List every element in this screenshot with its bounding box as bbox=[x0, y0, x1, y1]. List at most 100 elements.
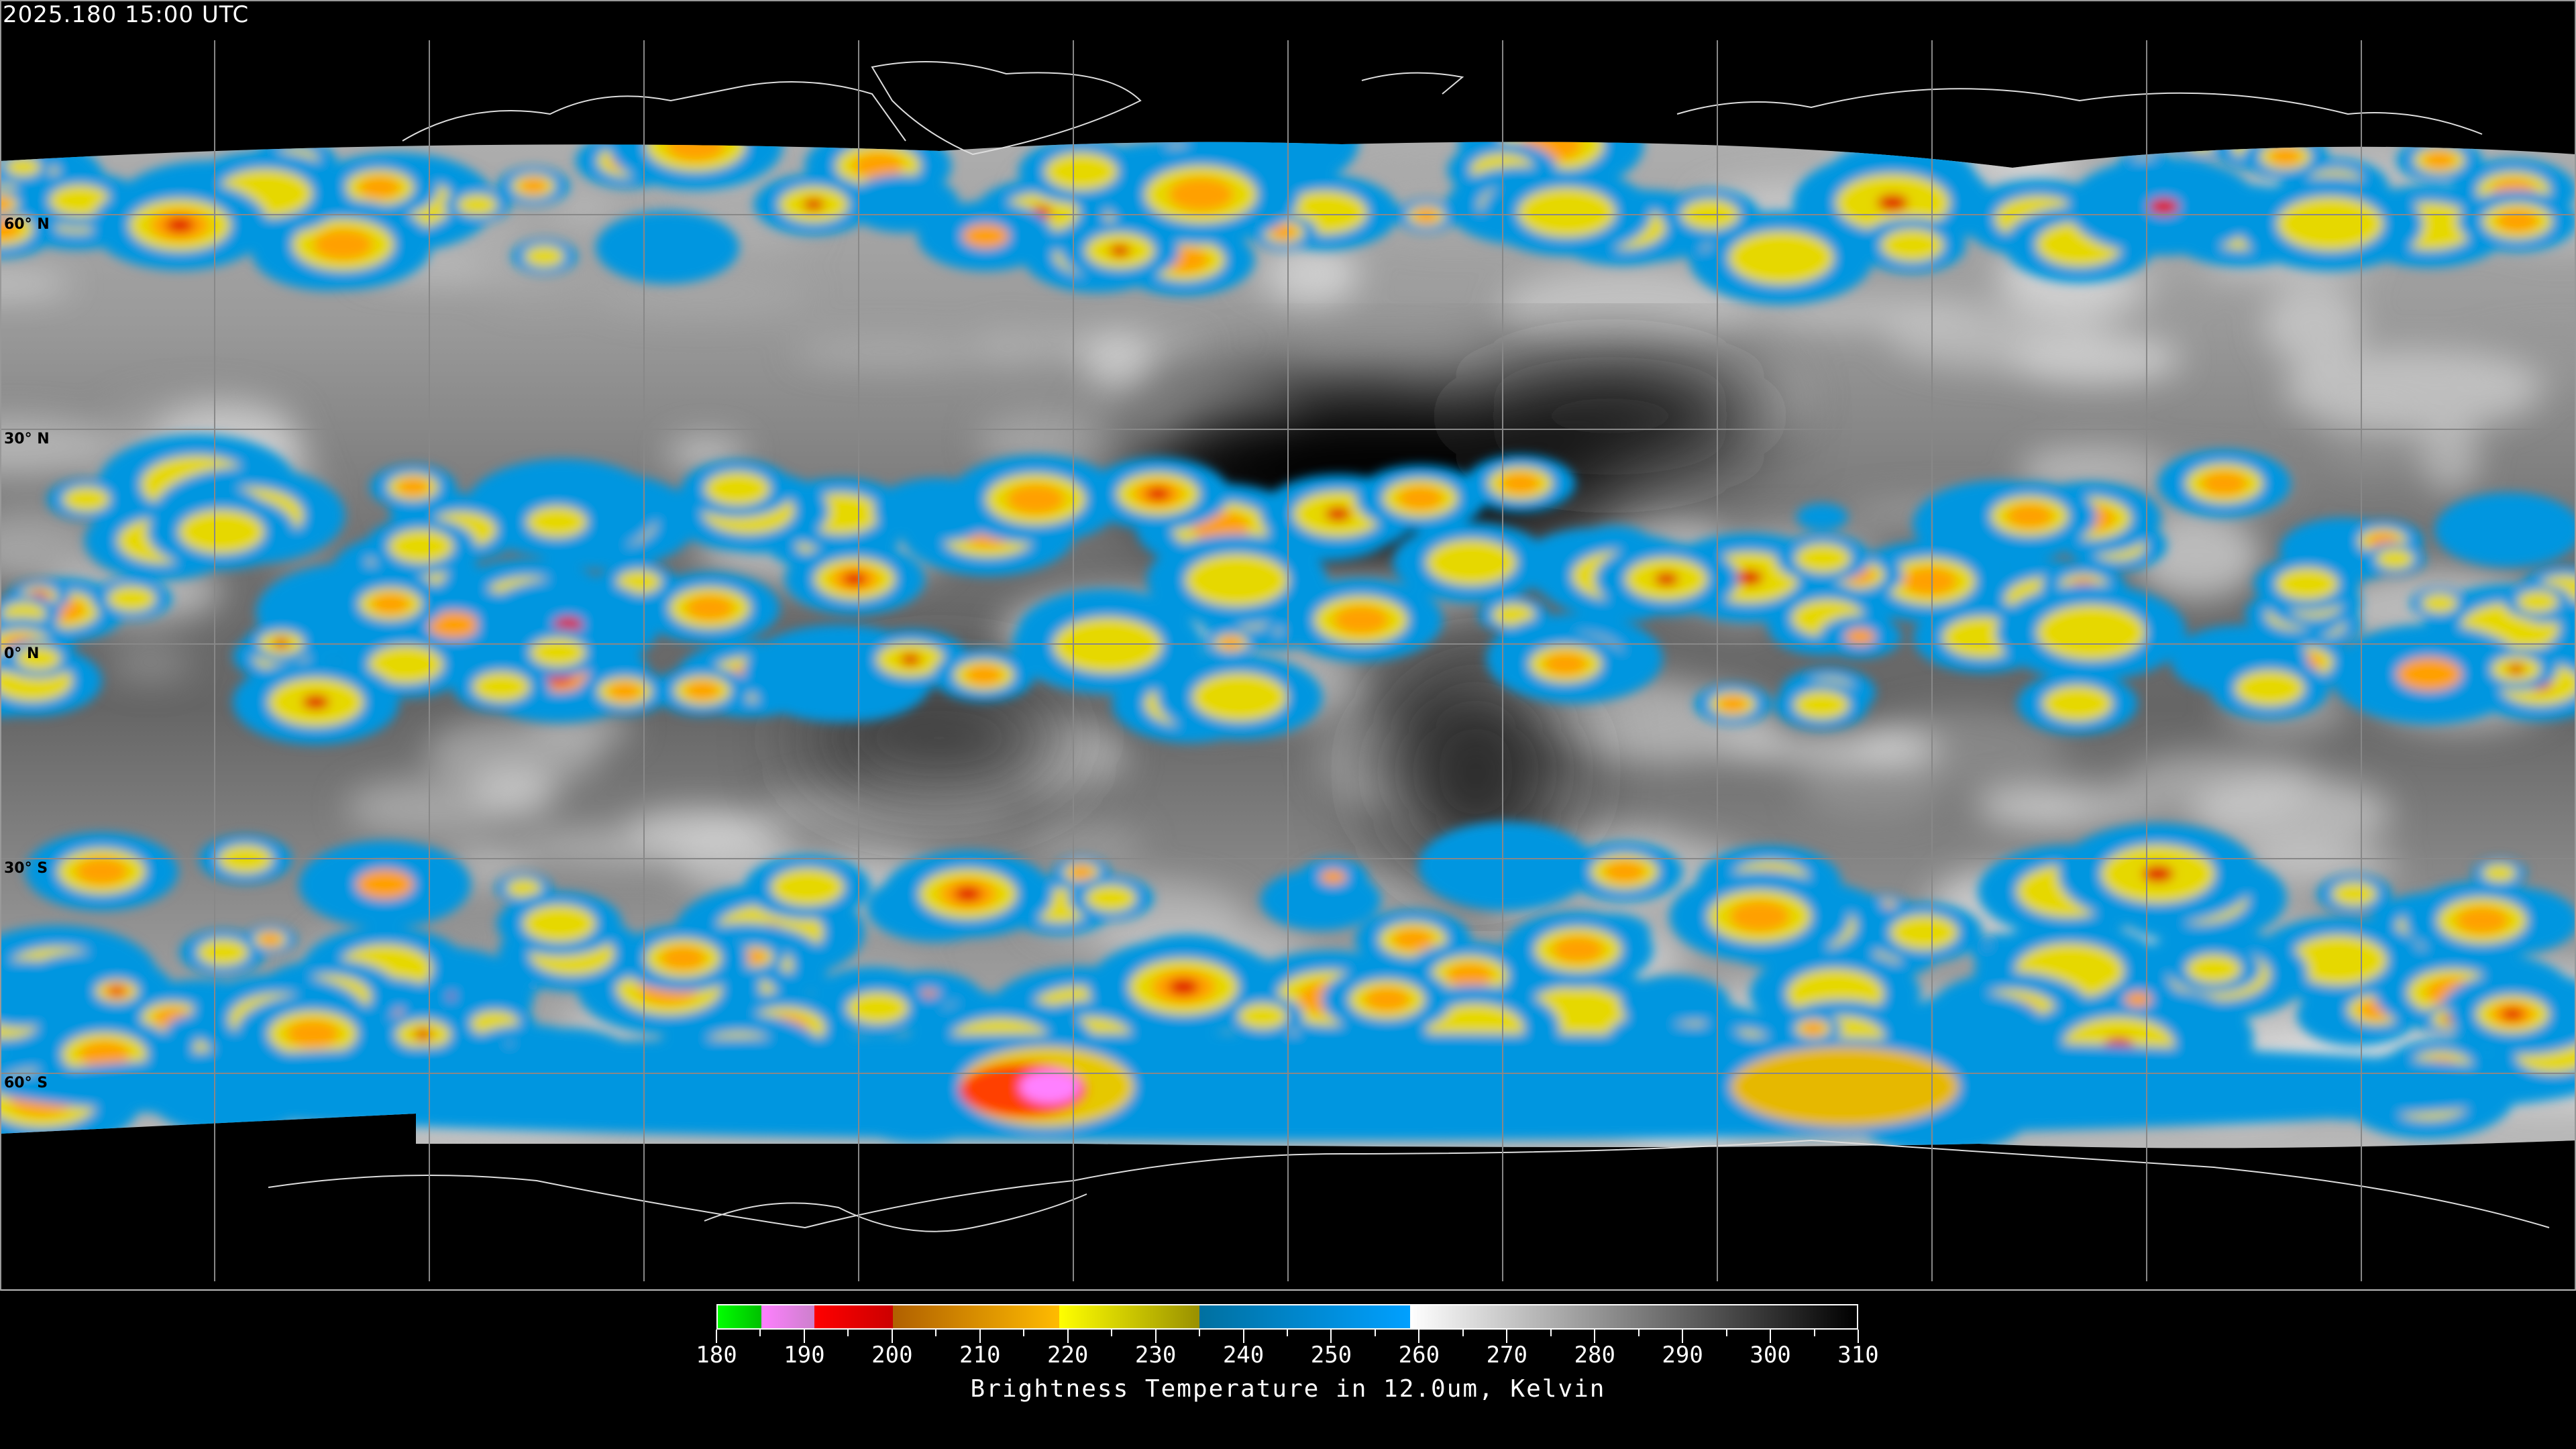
cloud-cold-top bbox=[0, 960, 90, 1028]
colorbar-tick-label: 200 bbox=[871, 1342, 913, 1368]
colorbar-title: Brightness Temperature in 12.0um, Kelvin bbox=[970, 1375, 1606, 1403]
cloud-cold-top bbox=[16, 647, 61, 671]
colorbar-segment-259-310 bbox=[1409, 1305, 1857, 1328]
cloud-cold-top bbox=[1168, 177, 1234, 212]
lat-label-30s: 30° S bbox=[4, 860, 48, 877]
colorbar-tick bbox=[847, 1330, 849, 1336]
cloud-gray bbox=[345, 778, 511, 837]
cloud-cold-top bbox=[1654, 572, 1679, 586]
cloud-cold-top bbox=[666, 142, 725, 162]
colorbar bbox=[716, 1304, 1858, 1330]
cloud-cold-top bbox=[1085, 884, 1136, 912]
cloud-cold-top bbox=[107, 586, 156, 612]
cloud-cold-top bbox=[1220, 637, 1242, 649]
cloud-gray bbox=[1027, 820, 1142, 871]
cloud-gray bbox=[2192, 775, 2393, 853]
cloud-gray bbox=[2420, 422, 2480, 492]
cloud-cold-top bbox=[368, 645, 443, 684]
colorbar-tick bbox=[1199, 1330, 1201, 1336]
colorbar-tick-label: 210 bbox=[959, 1342, 1001, 1368]
cloud-cold-top bbox=[2201, 471, 2247, 496]
cloud-cold-top bbox=[965, 665, 1002, 685]
cloud-gray bbox=[2131, 514, 2262, 600]
cloud-cold-top bbox=[1393, 928, 1434, 951]
cloud-cold-top bbox=[1446, 963, 1493, 988]
cloud-cold-top bbox=[1517, 187, 1615, 237]
cloud-gray bbox=[552, 195, 616, 222]
cloud-cold-top bbox=[2482, 864, 2516, 882]
cloud-gray bbox=[0, 273, 73, 295]
cloud-cold-top bbox=[519, 178, 547, 194]
cloud-cold-top bbox=[1718, 696, 1748, 712]
southern-storm bbox=[1731, 1046, 1959, 1127]
cloud-gray bbox=[446, 849, 534, 879]
colorbar-tick bbox=[1682, 1330, 1684, 1343]
cloud-cold-top bbox=[608, 682, 641, 700]
cloud-cold-top bbox=[79, 1041, 129, 1068]
cloud-cold-top bbox=[1501, 472, 1540, 494]
cloud-cold-top bbox=[954, 886, 982, 902]
colorbar-tick bbox=[1770, 1330, 1772, 1343]
cloud-gray bbox=[425, 718, 604, 789]
cloud-cold-top bbox=[197, 938, 249, 966]
cloud-cold-top bbox=[962, 223, 1010, 249]
cloud-cold-top bbox=[1334, 605, 1389, 635]
colorbar-tick-label: 250 bbox=[1310, 1342, 1352, 1368]
lat-label-60n: 60° N bbox=[4, 216, 50, 233]
cloud-cold-top bbox=[1006, 484, 1065, 515]
colorbar-tick bbox=[1506, 1330, 1508, 1343]
cloud-gray bbox=[979, 409, 1111, 459]
cloud-cold-top bbox=[302, 694, 330, 710]
cloud-cold-top bbox=[1398, 486, 1443, 511]
colorbar-tick bbox=[803, 1330, 805, 1343]
cloud-cold-top bbox=[1794, 543, 1851, 573]
cloud-cold-top bbox=[49, 184, 111, 217]
cloud-gray bbox=[1499, 265, 1754, 353]
colorbar-tick bbox=[1111, 1330, 1113, 1336]
colorbar-tick-label: 260 bbox=[1398, 1342, 1440, 1368]
cloud-gray bbox=[1085, 331, 1154, 394]
cloud-cold-top bbox=[472, 672, 530, 702]
colorbar-tick bbox=[1067, 1330, 1069, 1343]
cloud-cold-top bbox=[771, 868, 845, 906]
cloud-cold-top bbox=[2006, 504, 2053, 529]
cloud-cold-top bbox=[286, 1020, 339, 1048]
cloud-cold-top bbox=[2042, 685, 2112, 722]
cloud-cold-top bbox=[2037, 604, 2146, 660]
cloud-gray bbox=[592, 273, 810, 314]
cloud-cold-top bbox=[273, 638, 290, 648]
cloud-cold-top bbox=[76, 857, 127, 885]
cloud-cold-top bbox=[1418, 821, 1594, 911]
cloud-cold-top bbox=[414, 1029, 433, 1040]
cloud-gray bbox=[521, 828, 741, 868]
cloud-gray bbox=[1549, 703, 1697, 725]
colorbar-tick-label: 290 bbox=[1662, 1342, 1703, 1368]
cloud-cold-top bbox=[260, 933, 281, 946]
cloud-cold-top bbox=[1414, 209, 1438, 223]
colorbar-tick bbox=[935, 1330, 937, 1336]
colorbar-segment-235-259 bbox=[1199, 1305, 1410, 1328]
cloud-cold-top bbox=[802, 198, 824, 211]
colorbar-tick-label: 220 bbox=[1046, 1342, 1089, 1368]
cloud-gray bbox=[0, 418, 123, 476]
cloud-cold-top bbox=[2289, 935, 2387, 985]
cloud-cold-top bbox=[1426, 539, 1517, 586]
cloud-gray bbox=[1719, 733, 1946, 765]
colorbar-tick bbox=[1330, 1330, 1332, 1343]
cloud-cold-top bbox=[1192, 672, 1287, 722]
colorbar-tick-label: 240 bbox=[1222, 1342, 1265, 1368]
cloud-gray bbox=[111, 645, 191, 681]
colorbar-tick bbox=[1155, 1330, 1157, 1343]
cloud-cold-top bbox=[2501, 1008, 2524, 1021]
cloud-cold-top bbox=[1604, 861, 1645, 883]
colorbar-segment-219-235 bbox=[1059, 1305, 1200, 1328]
cloud-cold-top bbox=[1890, 914, 1958, 951]
cloud-cold-top bbox=[1729, 900, 1790, 932]
cloud-cold-top bbox=[2124, 991, 2152, 1007]
cloud-cold-top bbox=[2269, 148, 2302, 165]
satellite-ir-map bbox=[0, 40, 2576, 1281]
cloud-cold-top bbox=[62, 486, 110, 512]
cloud-cold-top bbox=[1794, 690, 1849, 720]
colorbar-tick bbox=[759, 1330, 761, 1336]
colorbar-ticks bbox=[716, 1330, 1859, 1343]
